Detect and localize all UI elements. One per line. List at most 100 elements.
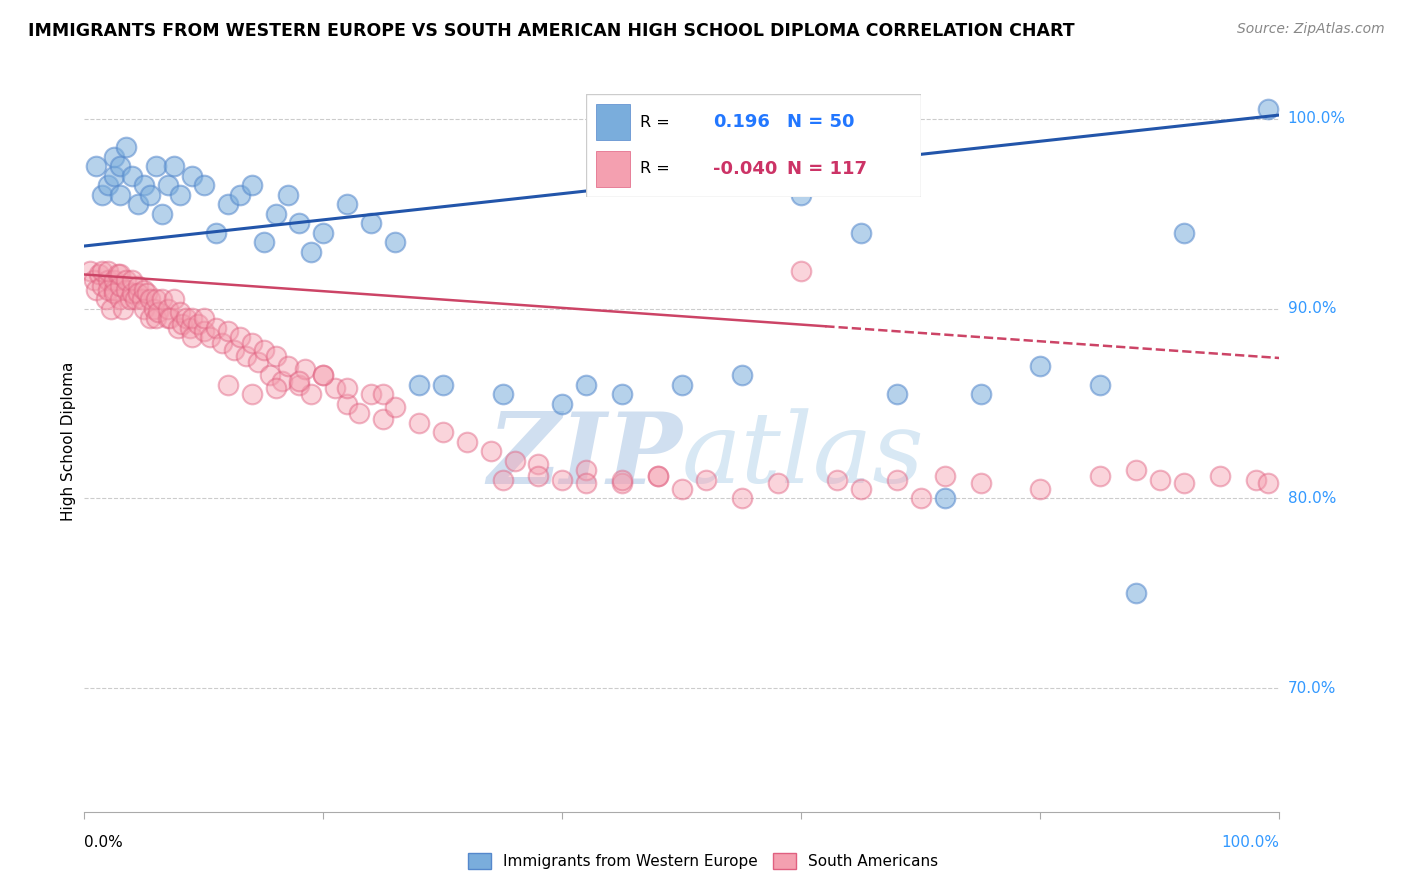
Point bbox=[970, 476, 993, 491]
Point bbox=[731, 368, 754, 383]
Point bbox=[157, 178, 180, 193]
Point bbox=[551, 473, 574, 487]
Point bbox=[235, 349, 257, 363]
Point bbox=[259, 368, 281, 383]
Point bbox=[148, 305, 170, 319]
Point bbox=[110, 292, 132, 306]
Point bbox=[181, 169, 204, 183]
Point bbox=[1257, 103, 1279, 117]
Point bbox=[1090, 468, 1112, 483]
Point bbox=[103, 286, 125, 301]
Point bbox=[970, 387, 993, 401]
Point bbox=[934, 491, 956, 506]
Point bbox=[157, 301, 180, 316]
Point bbox=[288, 377, 311, 392]
Point bbox=[264, 207, 287, 221]
Point bbox=[121, 286, 143, 301]
Point bbox=[1029, 482, 1052, 496]
Point bbox=[695, 473, 717, 487]
Point bbox=[277, 359, 299, 373]
Point bbox=[240, 335, 263, 350]
Point bbox=[103, 169, 125, 183]
Point bbox=[118, 292, 141, 306]
Text: 100.0%: 100.0% bbox=[1288, 112, 1346, 127]
Point bbox=[240, 387, 263, 401]
Point bbox=[336, 381, 359, 395]
Point bbox=[217, 197, 239, 211]
Point bbox=[575, 377, 598, 392]
Point bbox=[851, 226, 873, 240]
Point bbox=[408, 377, 430, 392]
Point bbox=[432, 377, 454, 392]
Point bbox=[103, 150, 125, 164]
Point bbox=[229, 330, 252, 344]
Point bbox=[110, 278, 132, 293]
Point bbox=[179, 320, 201, 334]
Point bbox=[503, 453, 526, 467]
Text: Source: ZipAtlas.com: Source: ZipAtlas.com bbox=[1237, 22, 1385, 37]
Point bbox=[336, 197, 359, 211]
Point bbox=[886, 387, 908, 401]
Text: atlas: atlas bbox=[682, 409, 925, 504]
Text: 100.0%: 100.0% bbox=[1222, 835, 1279, 849]
Point bbox=[612, 473, 634, 487]
Point bbox=[121, 273, 143, 287]
Point bbox=[181, 311, 204, 326]
Point bbox=[612, 476, 634, 491]
Y-axis label: High School Diploma: High School Diploma bbox=[60, 362, 76, 521]
Point bbox=[87, 268, 110, 282]
Point bbox=[100, 301, 122, 316]
Point bbox=[217, 377, 239, 392]
Point bbox=[132, 178, 156, 193]
Point bbox=[312, 368, 335, 383]
Point bbox=[193, 178, 215, 193]
Point bbox=[132, 283, 156, 297]
Point bbox=[432, 425, 454, 439]
Point bbox=[132, 301, 156, 316]
Text: ZIP: ZIP bbox=[486, 409, 682, 505]
Point bbox=[150, 292, 173, 306]
Point bbox=[731, 491, 754, 506]
Point bbox=[131, 292, 153, 306]
Point bbox=[110, 159, 132, 173]
Point bbox=[139, 292, 162, 306]
Point bbox=[91, 278, 114, 293]
Point bbox=[288, 374, 311, 388]
Point bbox=[187, 317, 209, 331]
Point bbox=[110, 187, 132, 202]
Point bbox=[159, 311, 181, 326]
Point bbox=[103, 273, 125, 287]
Point bbox=[384, 401, 406, 415]
Point bbox=[172, 317, 194, 331]
Point bbox=[229, 187, 252, 202]
Point bbox=[270, 374, 292, 388]
Point bbox=[97, 283, 120, 297]
Point bbox=[115, 283, 138, 297]
Point bbox=[766, 476, 789, 491]
Point bbox=[198, 330, 221, 344]
Point bbox=[373, 387, 395, 401]
Legend: Immigrants from Western Europe, South Americans: Immigrants from Western Europe, South Am… bbox=[461, 847, 945, 875]
Point bbox=[827, 473, 849, 487]
Point bbox=[246, 355, 269, 369]
Point bbox=[408, 416, 430, 430]
Point bbox=[97, 178, 120, 193]
Point bbox=[157, 311, 180, 326]
Point bbox=[527, 468, 550, 483]
Point bbox=[124, 292, 146, 306]
Point bbox=[86, 159, 108, 173]
Point bbox=[360, 387, 382, 401]
Point bbox=[301, 387, 323, 401]
Point bbox=[94, 292, 117, 306]
Point bbox=[79, 263, 101, 277]
Point bbox=[612, 387, 634, 401]
Point bbox=[456, 434, 478, 449]
Point bbox=[103, 283, 125, 297]
Point bbox=[169, 187, 191, 202]
Point bbox=[127, 197, 149, 211]
Text: 80.0%: 80.0% bbox=[1288, 491, 1336, 506]
Point bbox=[1257, 476, 1279, 491]
Point bbox=[111, 301, 134, 316]
Point bbox=[115, 273, 138, 287]
Point bbox=[127, 286, 149, 301]
